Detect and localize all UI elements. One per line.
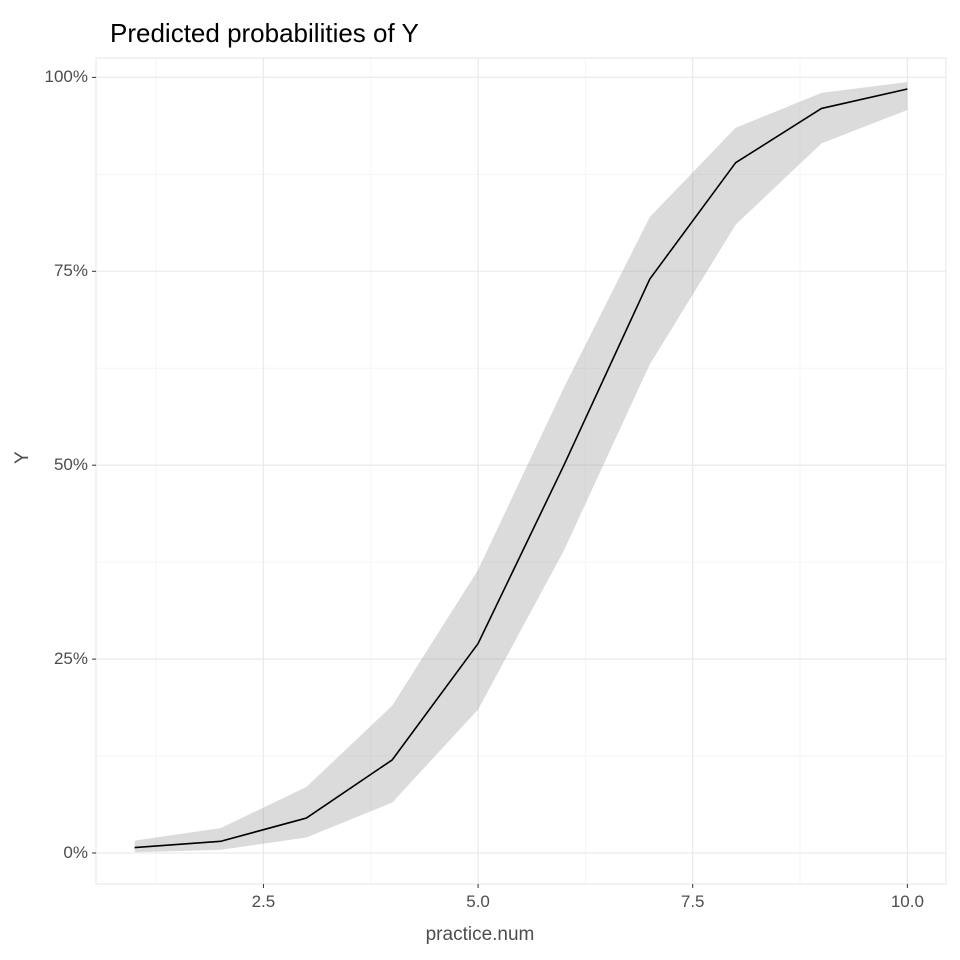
- x-tick-label: 10.0: [887, 892, 927, 912]
- y-tick-label: 50%: [54, 455, 88, 475]
- y-tick-label: 0%: [63, 843, 88, 863]
- chart-container: Predicted probabilities of Y Y practice.…: [0, 0, 960, 960]
- y-tick-label: 100%: [45, 67, 88, 87]
- y-tick-label: 75%: [54, 261, 88, 281]
- x-tick-label: 7.5: [673, 892, 713, 912]
- chart-svg: [0, 0, 960, 960]
- x-tick-label: 2.5: [243, 892, 283, 912]
- x-tick-label: 5.0: [458, 892, 498, 912]
- y-tick-label: 25%: [54, 649, 88, 669]
